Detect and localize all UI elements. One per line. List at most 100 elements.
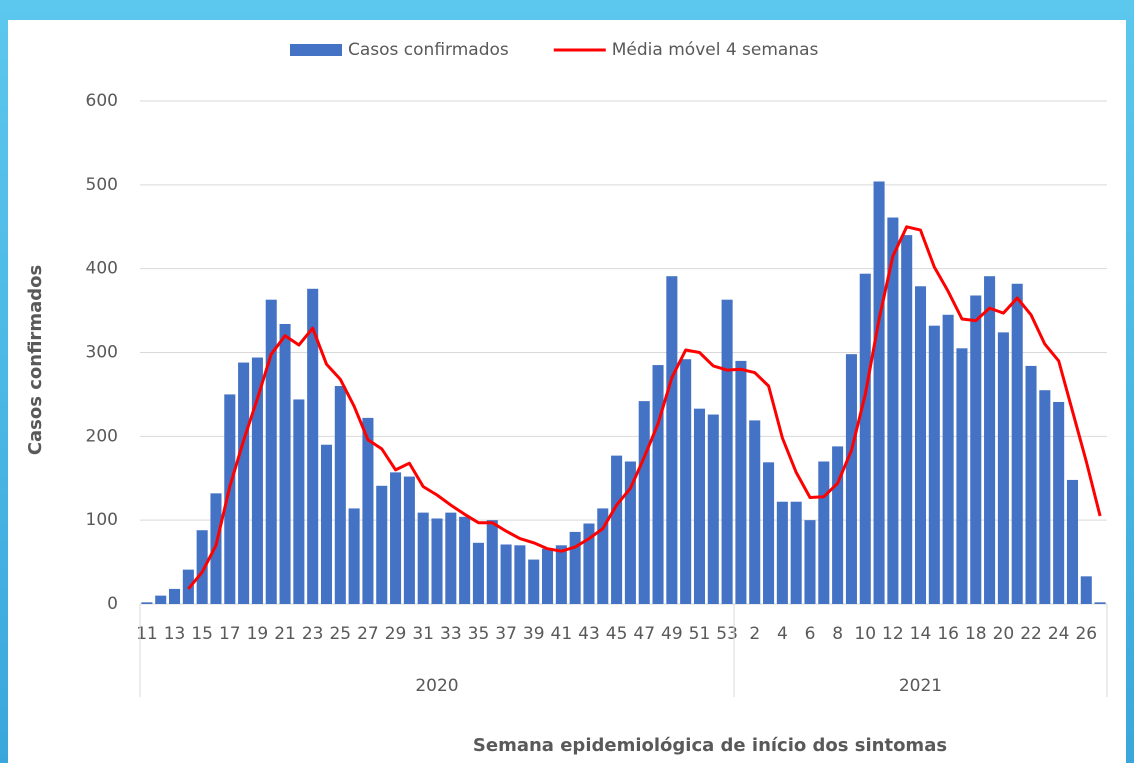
bar bbox=[624, 461, 636, 604]
y-axis-label: Casos confirmados bbox=[25, 265, 46, 455]
bar bbox=[459, 516, 471, 604]
bar bbox=[901, 235, 913, 604]
bar bbox=[403, 476, 415, 604]
bar bbox=[334, 386, 346, 604]
x-tick-label: 41 bbox=[551, 624, 573, 644]
x-tick-label: 49 bbox=[661, 624, 683, 644]
bar bbox=[541, 548, 554, 604]
bar bbox=[804, 520, 816, 604]
x-tick-label: 39 bbox=[523, 624, 545, 644]
x-tick-label: 51 bbox=[689, 624, 711, 644]
x-tick-label: 20 bbox=[993, 624, 1015, 644]
x-tick-label: 14 bbox=[910, 624, 932, 644]
bar bbox=[210, 493, 222, 604]
bar bbox=[376, 485, 388, 604]
x-tick-label: 23 bbox=[302, 624, 324, 644]
bar bbox=[279, 323, 291, 604]
x-tick-label: 43 bbox=[578, 624, 600, 644]
x-tick-label: 33 bbox=[440, 624, 462, 644]
x-tick-label: 45 bbox=[606, 624, 628, 644]
chart-panel: Casos confirmados Semana epidemiológica … bbox=[8, 20, 1126, 763]
bar bbox=[307, 288, 319, 604]
x-tick-label: 24 bbox=[1048, 624, 1070, 644]
bar bbox=[431, 518, 443, 604]
x-tick-label: 10 bbox=[854, 624, 876, 644]
x-tick-label: 47 bbox=[633, 624, 655, 644]
bar bbox=[1039, 390, 1051, 604]
bar bbox=[265, 299, 277, 604]
x-tick-label: 8 bbox=[832, 624, 843, 644]
bar bbox=[390, 472, 402, 604]
x-tick-label: 17 bbox=[219, 624, 241, 644]
bar bbox=[735, 360, 747, 604]
group-label: 2020 bbox=[415, 676, 458, 696]
bar bbox=[707, 414, 719, 604]
bar bbox=[859, 273, 871, 604]
bar bbox=[155, 595, 167, 604]
bar bbox=[293, 399, 305, 604]
x-tick-label: 19 bbox=[247, 624, 269, 644]
bar bbox=[528, 559, 540, 604]
x-tick-label: 22 bbox=[1020, 624, 1042, 644]
x-tick-label: 26 bbox=[1075, 624, 1097, 644]
bar bbox=[597, 508, 609, 604]
line bbox=[187, 225, 1102, 590]
bar bbox=[652, 365, 664, 604]
y-tick-label: 400 bbox=[86, 259, 118, 279]
y-tick-label: 0 bbox=[107, 594, 118, 614]
bar bbox=[956, 348, 968, 604]
x-tick-label: 15 bbox=[191, 624, 213, 644]
bar bbox=[486, 520, 498, 604]
bar bbox=[790, 501, 802, 604]
bar bbox=[348, 508, 360, 604]
bar bbox=[472, 542, 484, 604]
bar bbox=[500, 544, 512, 604]
legend-label: Casos confirmados bbox=[348, 40, 509, 60]
bar bbox=[514, 545, 526, 604]
bar bbox=[873, 181, 885, 605]
legend-swatch bbox=[290, 44, 342, 56]
bar bbox=[942, 314, 954, 604]
bar bbox=[238, 362, 250, 604]
bar bbox=[141, 602, 153, 604]
bar bbox=[818, 461, 830, 604]
x-tick-label: 18 bbox=[965, 624, 987, 644]
bar bbox=[845, 354, 857, 604]
chart: Casos confirmados Semana epidemiológica … bbox=[25, 40, 1108, 756]
bar bbox=[914, 286, 927, 604]
group-label: 2021 bbox=[899, 676, 942, 696]
x-axis-label: Semana epidemiológica de início dos sint… bbox=[473, 735, 947, 756]
x-tick-label: 2 bbox=[749, 624, 760, 644]
x-tick-label: 25 bbox=[329, 624, 351, 644]
bar bbox=[169, 588, 181, 604]
y-tick-label: 300 bbox=[86, 343, 118, 363]
bar bbox=[638, 401, 650, 604]
x-tick-label: 12 bbox=[882, 624, 904, 644]
bar bbox=[445, 512, 457, 604]
bar bbox=[887, 217, 899, 605]
bar bbox=[1094, 602, 1106, 604]
bar bbox=[1011, 283, 1023, 604]
x-tick-label: 53 bbox=[716, 624, 738, 644]
bar bbox=[832, 446, 844, 604]
bar bbox=[224, 394, 236, 604]
bar bbox=[583, 523, 595, 604]
x-tick-label: 37 bbox=[495, 624, 517, 644]
bar bbox=[693, 408, 706, 604]
x-tick-label: 21 bbox=[274, 624, 296, 644]
x-tick-label: 35 bbox=[468, 624, 490, 644]
bar bbox=[666, 276, 678, 604]
y-tick-label: 600 bbox=[86, 91, 118, 111]
bar bbox=[1080, 576, 1092, 604]
bar bbox=[749, 420, 761, 604]
bar bbox=[776, 501, 788, 604]
x-tick-label: 6 bbox=[805, 624, 816, 644]
bar bbox=[1053, 401, 1065, 604]
legend-label: Média móvel 4 semanas bbox=[612, 40, 819, 60]
bar bbox=[763, 462, 775, 604]
bar bbox=[555, 545, 567, 604]
bar bbox=[970, 295, 982, 604]
y-tick-label: 200 bbox=[86, 426, 118, 446]
y-tick-label: 500 bbox=[86, 175, 118, 195]
